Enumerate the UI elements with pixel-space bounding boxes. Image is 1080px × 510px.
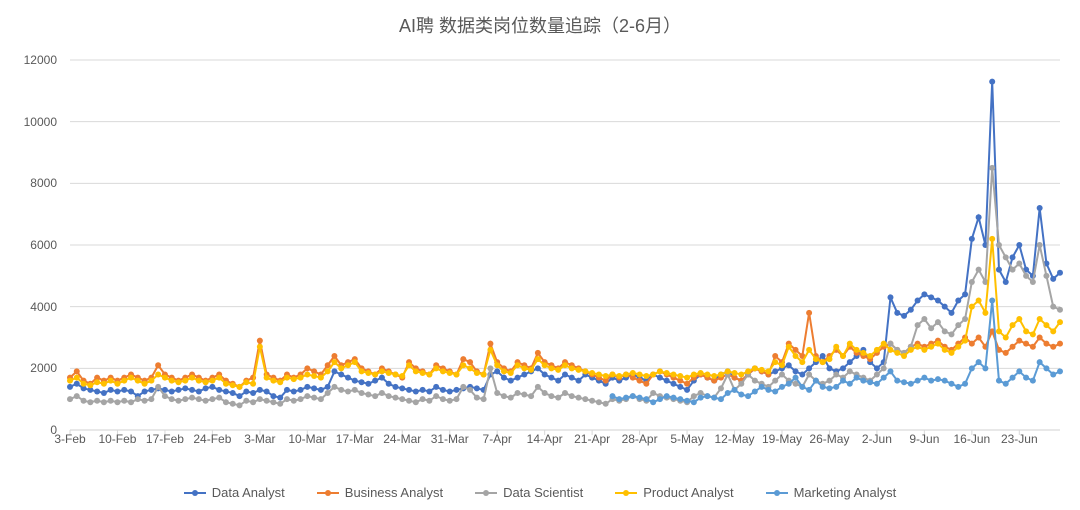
legend-marker-icon: [317, 492, 339, 494]
x-tick-label: 19-May: [762, 432, 802, 446]
legend: Data Analyst Business Analyst Data Scienti…: [0, 482, 1080, 501]
plot-svg: [70, 60, 1060, 430]
legend-marker-icon: [184, 492, 206, 494]
x-tick-label: 28-Apr: [622, 432, 658, 446]
chart-title: AI聘 数据类岗位数量追踪（2-6月）: [0, 0, 1080, 38]
x-tick-label: 3-Mar: [244, 432, 275, 446]
x-tick-label: 17-Feb: [146, 432, 184, 446]
x-tick-label: 16-Jun: [953, 432, 990, 446]
x-tick-label: 10-Mar: [288, 432, 326, 446]
x-tick-label: 24-Feb: [193, 432, 231, 446]
series-product-analyst: [67, 236, 1063, 390]
legend-item: Business Analyst: [317, 485, 443, 500]
x-tick-label: 10-Feb: [98, 432, 136, 446]
series-data-analyst: [67, 79, 1063, 401]
x-tick-label: 17-Mar: [336, 432, 374, 446]
chart-container: AI聘 数据类岗位数量追踪（2-6月） 02000400060008000100…: [0, 0, 1080, 510]
x-tick-label: 21-Apr: [574, 432, 610, 446]
legend-item: Product Analyst: [615, 485, 733, 500]
legend-marker-icon: [615, 492, 637, 494]
legend-marker-icon: [766, 492, 788, 494]
legend-label: Business Analyst: [345, 485, 443, 500]
x-tick-label: 5-May: [670, 432, 703, 446]
y-tick-label: 10000: [24, 115, 57, 129]
x-tick-label: 14-Apr: [527, 432, 563, 446]
y-tick-label: 2000: [30, 361, 57, 375]
legend-label: Data Scientist: [503, 485, 583, 500]
x-tick-label: 12-May: [715, 432, 755, 446]
x-tick-label: 26-May: [809, 432, 849, 446]
legend-label: Data Analyst: [212, 485, 285, 500]
legend-item: Data Analyst: [184, 485, 285, 500]
x-tick-label: 31-Mar: [431, 432, 469, 446]
y-tick-label: 4000: [30, 300, 57, 314]
y-tick-label: 6000: [30, 238, 57, 252]
legend-label: Product Analyst: [643, 485, 733, 500]
x-tick-label: 7-Apr: [483, 432, 512, 446]
legend-marker-icon: [475, 492, 497, 494]
x-tick-label: 3-Feb: [54, 432, 85, 446]
y-tick-label: 12000: [24, 53, 57, 67]
plot-area: [70, 60, 1060, 430]
legend-label: Marketing Analyst: [794, 485, 897, 500]
y-tick-label: 8000: [30, 176, 57, 190]
legend-item: Marketing Analyst: [766, 485, 897, 500]
x-tick-label: 24-Mar: [383, 432, 421, 446]
x-tick-label: 23-Jun: [1001, 432, 1038, 446]
legend-item: Data Scientist: [475, 485, 583, 500]
x-tick-label: 9-Jun: [909, 432, 939, 446]
x-axis: 3-Feb10-Feb17-Feb24-Feb3-Mar10-Mar17-Mar…: [70, 432, 1060, 452]
y-axis: 020004000600080001000012000: [0, 60, 65, 430]
x-tick-label: 2-Jun: [862, 432, 892, 446]
